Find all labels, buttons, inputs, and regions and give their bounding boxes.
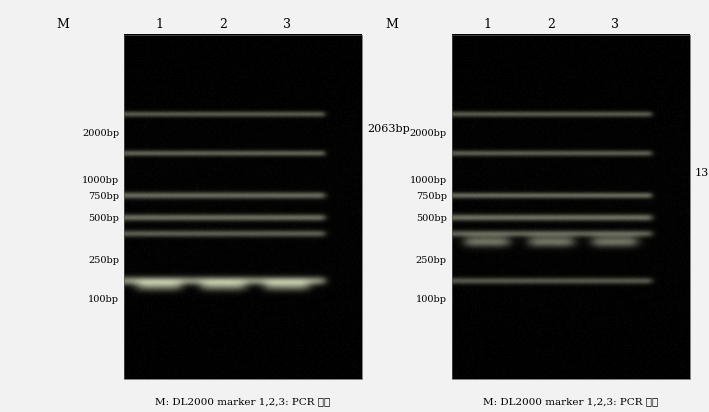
Text: 1: 1 [155,18,164,31]
Text: 3: 3 [283,18,291,31]
Text: 100bp: 100bp [88,295,119,304]
Text: M: M [385,18,398,31]
Text: 2000bp: 2000bp [410,129,447,138]
Text: M: DL2000 marker 1,2,3: PCR 产物: M: DL2000 marker 1,2,3: PCR 产物 [155,397,330,406]
Text: 1000bp: 1000bp [82,176,119,185]
Text: 100bp: 100bp [415,295,447,304]
Text: 250bp: 250bp [415,256,447,265]
Text: 750bp: 750bp [415,192,447,201]
Text: 3: 3 [611,18,620,31]
Text: M: DL2000 marker 1,2,3: PCR 产物: M: DL2000 marker 1,2,3: PCR 产物 [484,397,659,406]
Text: 1000bp: 1000bp [410,176,447,185]
Text: 2063bp: 2063bp [367,124,410,133]
Text: M: M [56,18,69,31]
Text: 500bp: 500bp [88,213,119,222]
Bar [452,35,690,379]
Text: 1: 1 [484,18,492,31]
Text: 750bp: 750bp [88,192,119,201]
Text: 2000bp: 2000bp [82,129,119,138]
Bar [124,35,362,379]
Text: 250bp: 250bp [88,256,119,265]
Text: 2: 2 [219,18,228,31]
Text: 1337bp: 1337bp [695,168,709,178]
Text: 500bp: 500bp [415,213,447,222]
Text: 2: 2 [547,18,556,31]
